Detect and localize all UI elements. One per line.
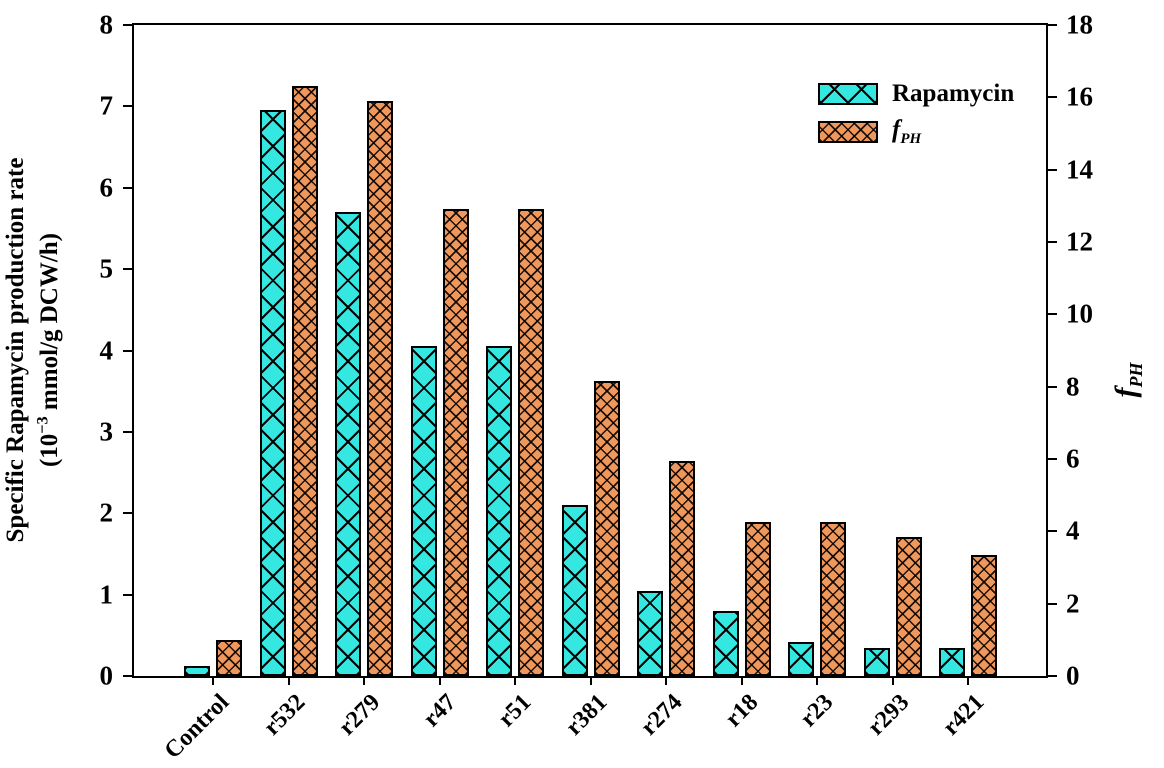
left-axis-title-line1: Specific Rapamycin production rate	[1, 157, 29, 543]
x-axis-tick	[665, 676, 667, 685]
right-axis-tick	[1048, 458, 1057, 460]
right-axis-tick-label: 2	[1066, 588, 1080, 619]
right-axis-tick-label: 0	[1066, 660, 1080, 691]
legend-entry-rapamycin: Rapamycin	[818, 81, 1014, 106]
x-tick-label-r532: r532	[258, 689, 311, 741]
x-tick-label-r274: r274	[636, 689, 688, 741]
legend-label-rapamycin: Rapamycin	[892, 80, 1015, 107]
bar-fph-r293	[895, 536, 922, 676]
bar-fph-r51	[518, 209, 544, 676]
right-axis-tick-label: 6	[1066, 443, 1080, 474]
right-axis-tick	[1048, 602, 1057, 605]
left-axis-tick-label: 0	[99, 660, 114, 691]
left-axis-tick	[123, 349, 132, 352]
x-axis-tick	[212, 676, 214, 685]
legend-entry-fph: fPH	[818, 117, 1014, 147]
x-axis-tick	[816, 676, 818, 685]
bar-fph-r532	[291, 86, 318, 676]
bar-fph-r274	[669, 460, 695, 676]
right-axis-tick-label: 10	[1066, 298, 1093, 329]
legend: Rapamycin fPH	[818, 81, 1014, 158]
left-axis-title: Specific Rapamycin production rate (10−3…	[0, 158, 66, 543]
left-axis-tick-label: 5	[99, 253, 114, 284]
x-axis-tick	[891, 676, 894, 685]
bar-fph-r381	[593, 381, 620, 676]
right-axis-tick	[1048, 385, 1057, 388]
bar-fph-r23	[820, 522, 846, 676]
right-axis-tick	[1048, 96, 1057, 99]
right-axis-tick-label: 16	[1066, 81, 1093, 112]
x-axis-tick	[363, 676, 365, 685]
left-axis-tick-label: 6	[99, 172, 114, 203]
x-axis-tick	[967, 676, 969, 685]
bar-fph-r421	[971, 554, 997, 676]
right-axis-tick-label: 8	[1066, 371, 1080, 402]
left-axis-tick	[123, 186, 132, 189]
x-axis-tick	[438, 676, 441, 685]
bar-fph-r18	[744, 522, 771, 676]
left-axis-tick	[123, 430, 132, 433]
x-tick-label-r51: r51	[493, 689, 537, 733]
left-axis-tick-label: 7	[99, 90, 114, 121]
right-axis-title: fPH	[1109, 362, 1146, 398]
bar-rapamycin-r18	[712, 610, 739, 676]
right-axis-tick-label: 4	[1066, 515, 1080, 546]
right-axis-tick	[1048, 530, 1057, 533]
x-axis-tick	[287, 676, 290, 685]
bar-rapamycin-r51	[486, 346, 512, 676]
bar-rapamycin-control	[184, 666, 210, 676]
left-axis-tick	[123, 105, 132, 108]
bar-rapamycin-r47	[410, 346, 437, 676]
right-axis-tick	[1048, 241, 1057, 243]
bar-fph-r279	[367, 100, 393, 676]
left-axis-tick-label: 1	[99, 579, 114, 610]
x-tick-label-r18: r18	[720, 689, 764, 733]
plot-area: Rapamycin fPH 0 1 2 3 4 5 6 7 8 0 2 4 6 8 10 12 14 16 18 Co…	[100, 11, 1094, 764]
left-axis-tick-label: 2	[99, 497, 114, 528]
bar-fph-control	[216, 639, 242, 676]
legend-label-fph: fPH	[892, 116, 922, 147]
right-axis-tick-label: 14	[1066, 154, 1093, 185]
left-axis-tick-label: 4	[99, 335, 114, 365]
x-axis-tick	[740, 676, 743, 685]
left-axis-tick-label: 8	[99, 9, 114, 40]
bar-rapamycin-r421	[939, 647, 965, 676]
x-tick-label-r279: r279	[334, 689, 386, 741]
bar-fph-r47	[442, 209, 469, 676]
x-axis-tick	[589, 676, 592, 685]
bar-rapamycin-r532	[259, 110, 286, 676]
left-axis-tick-label: 3	[99, 416, 114, 447]
x-tick-label-r47: r47	[418, 689, 462, 733]
right-axis-tick	[1048, 168, 1057, 171]
left-axis-tick	[123, 593, 132, 596]
right-axis-tick	[1048, 675, 1057, 677]
bar-rapamycin-r381	[561, 505, 588, 676]
bar-rapamycin-r279	[335, 212, 361, 676]
right-axis-tick	[1048, 313, 1057, 316]
x-axis-tick	[514, 676, 516, 685]
rapamycin-swatch-icon	[818, 82, 878, 105]
left-axis-tick	[123, 268, 132, 271]
bar-rapamycin-r274	[637, 590, 663, 676]
right-axis-title-subscript: PH	[1126, 362, 1146, 388]
left-axis-title-line2: (10−3 mmol/g DCW/h)	[33, 232, 63, 468]
bar-rapamycin-r293	[863, 647, 890, 676]
x-tick-label-r381: r381	[560, 689, 613, 741]
x-tick-label-r293: r293	[862, 689, 915, 741]
bar-rapamycin-r23	[788, 641, 814, 676]
left-axis-title-superscript: −3	[33, 416, 52, 434]
fph-swatch-icon	[818, 121, 878, 143]
right-axis-tick	[1048, 24, 1057, 26]
x-tick-label-control: Control	[160, 689, 235, 764]
x-tick-label-r23: r23	[795, 689, 839, 733]
right-axis-tick-label: 12	[1066, 226, 1093, 257]
right-axis-tick-label: 18	[1066, 9, 1093, 40]
left-axis-tick	[123, 24, 132, 26]
x-tick-label-r421: r421	[938, 689, 990, 741]
left-axis-tick	[123, 675, 132, 677]
left-axis-tick	[123, 512, 132, 515]
